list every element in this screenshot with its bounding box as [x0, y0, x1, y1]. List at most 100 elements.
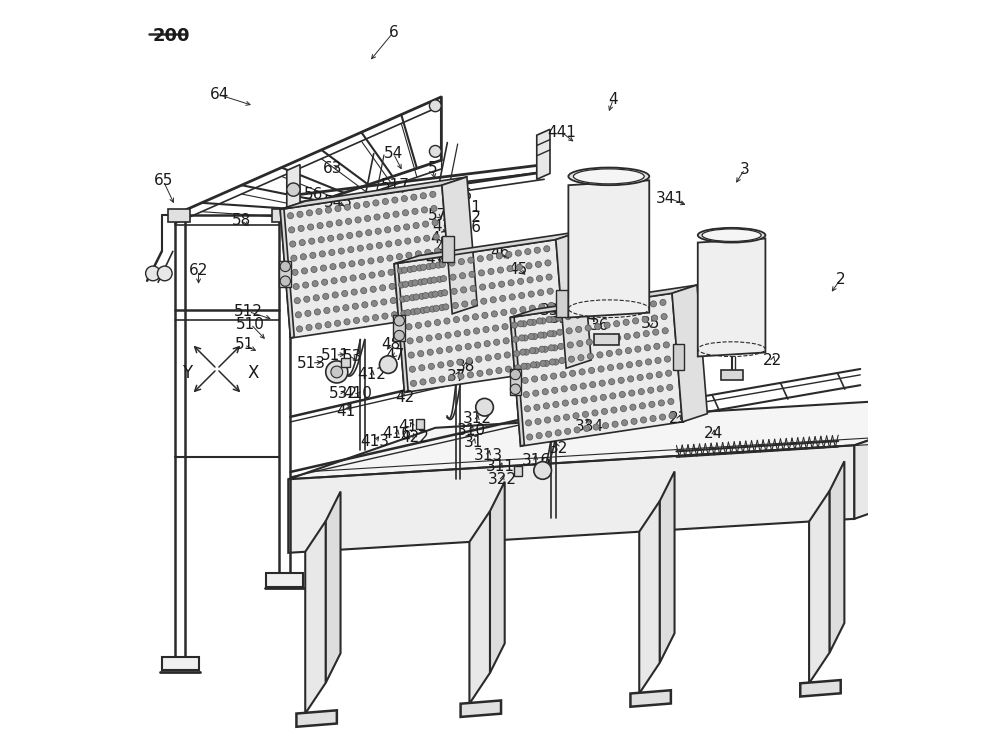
Circle shape [515, 365, 521, 370]
Circle shape [332, 292, 338, 298]
Text: 4: 4 [608, 92, 618, 107]
Circle shape [280, 276, 290, 286]
Circle shape [412, 280, 418, 286]
Text: 62: 62 [189, 263, 208, 278]
Circle shape [369, 272, 375, 278]
Circle shape [628, 376, 634, 382]
Text: 58: 58 [232, 213, 251, 228]
Circle shape [292, 269, 298, 275]
Circle shape [393, 211, 399, 217]
Text: 33: 33 [570, 280, 589, 296]
Circle shape [375, 228, 381, 234]
Circle shape [415, 251, 421, 257]
Circle shape [620, 406, 627, 412]
Circle shape [490, 297, 496, 303]
Circle shape [456, 345, 462, 351]
Circle shape [425, 321, 431, 327]
Polygon shape [800, 680, 841, 697]
Circle shape [420, 264, 427, 270]
Circle shape [668, 399, 674, 404]
Circle shape [373, 200, 379, 206]
Text: 44: 44 [600, 199, 619, 213]
Circle shape [532, 334, 538, 339]
Polygon shape [394, 232, 581, 264]
Circle shape [428, 363, 434, 370]
Circle shape [323, 293, 329, 300]
Polygon shape [568, 180, 649, 317]
Circle shape [418, 279, 424, 285]
Circle shape [357, 245, 363, 252]
Circle shape [535, 261, 542, 267]
Circle shape [374, 214, 380, 220]
Circle shape [353, 317, 360, 323]
Circle shape [624, 334, 630, 339]
Circle shape [461, 287, 467, 293]
Bar [168, 209, 190, 222]
Text: 551: 551 [452, 200, 481, 215]
Circle shape [424, 307, 430, 313]
Circle shape [401, 310, 407, 317]
Circle shape [428, 292, 434, 298]
Circle shape [304, 296, 310, 303]
Text: 36: 36 [590, 318, 610, 333]
Text: 441: 441 [547, 125, 576, 139]
Circle shape [523, 349, 529, 355]
Circle shape [287, 183, 300, 196]
Circle shape [580, 383, 586, 389]
Circle shape [335, 205, 341, 212]
Circle shape [588, 368, 595, 373]
Circle shape [450, 274, 456, 280]
Circle shape [587, 354, 594, 359]
Circle shape [409, 366, 415, 372]
Text: 532: 532 [329, 386, 358, 401]
Circle shape [643, 331, 649, 337]
Circle shape [514, 351, 520, 356]
Circle shape [508, 280, 514, 286]
Circle shape [371, 300, 377, 306]
Text: 2: 2 [836, 272, 845, 287]
Text: 410: 410 [344, 387, 373, 401]
Circle shape [354, 203, 360, 209]
Polygon shape [469, 511, 490, 704]
Circle shape [545, 260, 551, 266]
Circle shape [639, 403, 646, 409]
Circle shape [565, 428, 571, 435]
Ellipse shape [698, 228, 765, 243]
Circle shape [298, 225, 304, 232]
Circle shape [666, 370, 672, 376]
Circle shape [563, 414, 570, 420]
Circle shape [421, 278, 428, 285]
Circle shape [623, 320, 629, 325]
Circle shape [338, 248, 344, 254]
Circle shape [584, 425, 590, 432]
Polygon shape [280, 208, 294, 338]
Circle shape [597, 352, 603, 358]
Circle shape [534, 362, 540, 368]
Circle shape [361, 288, 367, 294]
Circle shape [362, 302, 368, 308]
Circle shape [534, 404, 540, 410]
Circle shape [308, 224, 314, 230]
Circle shape [642, 317, 648, 323]
Circle shape [381, 299, 387, 305]
Circle shape [661, 314, 667, 320]
Bar [416, 419, 424, 430]
Text: 413: 413 [361, 434, 390, 449]
Circle shape [590, 382, 596, 387]
Circle shape [377, 256, 384, 263]
Circle shape [500, 295, 506, 301]
Circle shape [394, 331, 404, 341]
Circle shape [573, 413, 579, 419]
Circle shape [429, 377, 436, 384]
Circle shape [363, 316, 369, 322]
Circle shape [410, 380, 417, 387]
Text: 334: 334 [574, 419, 604, 434]
Circle shape [370, 286, 376, 292]
Circle shape [553, 359, 559, 365]
Circle shape [544, 417, 551, 423]
Bar [721, 370, 743, 380]
Circle shape [549, 317, 556, 323]
Circle shape [336, 220, 342, 226]
Circle shape [386, 241, 392, 247]
Circle shape [425, 249, 431, 255]
